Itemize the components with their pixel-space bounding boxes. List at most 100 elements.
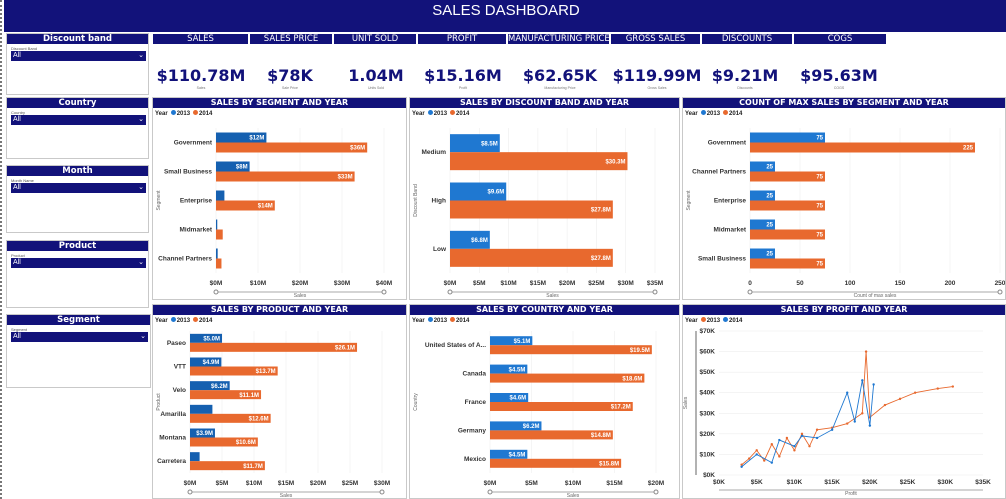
data-point-2013	[936, 387, 939, 390]
y-tick-label: $60K	[699, 349, 715, 356]
chevron-down-icon: ⌄	[138, 116, 144, 123]
bar-2013	[190, 428, 215, 438]
slicer-title: Discount band	[7, 34, 148, 44]
data-label-2014: $36M	[350, 146, 365, 152]
chart-title: COUNT OF MAX SALES BY SEGMENT AND YEAR	[683, 98, 1005, 108]
bar-2014	[190, 437, 258, 447]
legend-dot-2014	[723, 110, 729, 115]
x-tick-label: 100	[845, 280, 856, 287]
chart-count-of-max-sales[interactable]: COUNT OF MAX SALES BY SEGMENT AND YEAR Y…	[682, 97, 1006, 300]
x-axis-title: Sales	[280, 493, 293, 498]
slicer-discount-band[interactable]: Discount band Discount Band All ⌄	[6, 33, 149, 95]
bar-2013	[190, 381, 230, 391]
data-label-2013: $4.6M	[509, 396, 526, 402]
chart-sales-by-country[interactable]: SALES BY COUNTRY AND YEAR Year 2013 2014 $…	[409, 304, 680, 499]
slicer-title: Month	[7, 166, 148, 176]
segment-dropdown[interactable]: All ⌄	[11, 332, 148, 342]
chart-legend: Year 2013 2014	[685, 110, 742, 117]
legend-label-2014: 2014	[199, 318, 213, 324]
category-label: Channel Partners	[158, 256, 212, 263]
category-label: Enterprise	[714, 198, 747, 205]
category-label: Canada	[463, 371, 487, 378]
chart-sales-by-segment[interactable]: SALES BY SEGMENT AND YEAR Year 2013 2014 $…	[152, 97, 407, 300]
bar-2014	[190, 366, 278, 376]
data-point-2013	[793, 449, 796, 452]
data-point-2014	[778, 438, 781, 442]
y-axis-title: Product	[156, 393, 162, 411]
dropdown-value: All	[13, 52, 21, 59]
x-tick-label: $35M	[647, 280, 663, 287]
chart-sales-by-product[interactable]: SALES BY PRODUCT AND YEAR Year 2013 2014 $…	[152, 304, 407, 499]
x-tick-label: $5M	[473, 280, 486, 287]
product-dropdown[interactable]: All ⌄	[11, 258, 146, 268]
chart-sales-by-profit[interactable]: SALES BY PROFIT AND YEAR Year 2013 2014 $0…	[682, 304, 1006, 499]
data-point-2013	[883, 403, 887, 407]
chevron-down-icon: ⌄	[140, 333, 146, 340]
x-tick-label: 50	[796, 280, 804, 287]
data-point-2013	[740, 463, 743, 466]
category-label: Midmarket	[179, 227, 212, 234]
discount-band-dropdown[interactable]: All ⌄	[11, 51, 146, 61]
legend-label-2014: 2014	[729, 318, 743, 324]
data-label-2014: $27.8M	[591, 208, 611, 214]
legend-label-2013: 2013	[433, 318, 448, 324]
x-tick-label: $15K	[824, 479, 840, 486]
x-tick-label: $30K	[938, 479, 954, 486]
x-tick-label: $15M	[606, 480, 622, 487]
data-point-2014	[846, 391, 849, 394]
data-label-2014: $26.1M	[335, 346, 355, 352]
scroll-handle	[997, 289, 1003, 295]
data-label-2013: $6.8M	[471, 238, 488, 244]
scroll-handle	[213, 289, 219, 295]
slicer-title: Country	[7, 98, 148, 108]
legend-dot-2014	[450, 110, 456, 115]
x-tick-label: $0M	[184, 480, 197, 487]
slicer-month[interactable]: Month Month Name All ⌄	[6, 165, 149, 233]
data-point-2014	[740, 465, 743, 468]
data-label-2013: $4.5M	[509, 453, 526, 459]
data-point-2013	[864, 350, 868, 353]
dropdown-value: All	[13, 116, 21, 123]
kpi-label-gross-sales: GROSS SALES	[611, 34, 700, 44]
bar-2014	[450, 200, 613, 219]
legend-dot-2014	[193, 110, 199, 115]
profit-line-chart: $0K $10K $20K $30K $40K $50K $60K $70K $0K $5K $10…	[683, 328, 991, 497]
country-dropdown[interactable]: All ⌄	[11, 115, 146, 125]
bar-2013	[190, 333, 222, 343]
bar-2013	[216, 190, 225, 201]
slicer-product[interactable]: Product Product All ⌄	[6, 240, 149, 308]
y-axis-title: Country	[413, 393, 419, 411]
data-label-2013: $6.2M	[523, 424, 540, 430]
legend-title: Year	[155, 318, 168, 324]
data-label-2013: 25	[766, 194, 773, 200]
slicer-country[interactable]: Country Country All ⌄	[6, 97, 149, 159]
legend-label-2013: 2013	[176, 318, 191, 324]
y-tick-label: $10K	[699, 451, 715, 458]
x-axis-title: Sales	[546, 293, 559, 299]
data-point-2013	[770, 442, 773, 446]
data-label-2013: 25	[766, 223, 773, 229]
month-dropdown[interactable]: All ⌄	[11, 183, 146, 193]
data-label-2013: $5.0M	[203, 337, 220, 343]
data-label-2014: $14.8M	[591, 433, 611, 439]
kpi-label-cogs: COGS	[794, 34, 886, 44]
bar-2014	[750, 142, 975, 153]
slicer-field-label: Country	[11, 110, 26, 115]
chart-title: SALES BY COUNTRY AND YEAR	[410, 305, 679, 315]
x-tick-label: 250	[995, 280, 1005, 287]
chart-legend: Year 2013 2014	[412, 110, 469, 117]
data-label-2014: $30.3M	[605, 159, 625, 165]
bar-2013	[450, 182, 507, 201]
data-label-2014: $13.7M	[256, 369, 276, 375]
data-label-2013: $8.5M	[481, 141, 498, 147]
x-tick-label: 0	[748, 280, 752, 287]
chart-title: SALES BY PROFIT AND YEAR	[683, 305, 1005, 315]
category-label: France	[465, 399, 487, 406]
slicer-segment[interactable]: Segment Segment All ⌄	[6, 314, 151, 388]
x-tick-label: $25M	[342, 480, 358, 487]
segment-bar-chart: $0M $10M $20M $30M $40M Sales Segment Governmen…	[156, 128, 392, 299]
bar-2013	[490, 336, 533, 346]
chart-sales-by-discount-band[interactable]: SALES BY DISCOUNT BAND AND YEAR Year 2013…	[409, 97, 680, 300]
x-tick-label: $35K	[975, 479, 991, 486]
legend-title: Year	[685, 111, 698, 117]
